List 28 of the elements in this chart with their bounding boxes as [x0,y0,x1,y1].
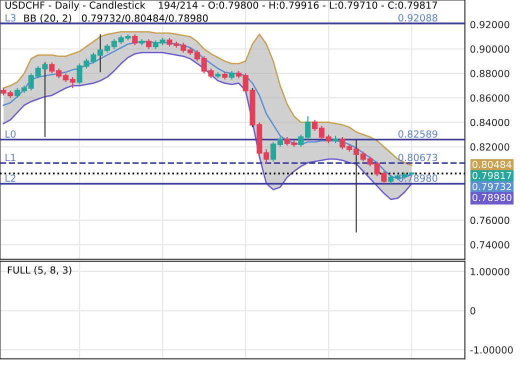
annotation: L2 [6,174,16,182]
annotation: L0 [6,130,16,138]
y-tick-label: 0.90000 [470,45,510,53]
y-tick-label: 0.84000 [470,118,510,126]
y-tick-label: 0.74000 [470,241,510,248]
ref-line-label: 0.80673 [398,154,438,162]
text: 0.79732 [472,182,512,190]
text: 0.80484 [472,160,512,168]
y-tick-label: 0.82000 [470,143,510,151]
text: 0.78980 [472,194,512,202]
candlestick [146,38,152,50]
candlestick [132,34,138,46]
y-tick-label: 0.86000 [470,94,510,102]
chart-title: USDCHF - Daily - Candlestick 194/214 - O:0.79800 - H:0.79916 - L:0.79710 - C:0.79817 [5,1,437,11]
annotation: L3 [6,14,16,22]
ref-line-label: 0.78980 [398,174,438,182]
chart-title: FULL (5, 8, 3) [8,266,72,275]
y-tick-label: -1.00000 [470,346,513,354]
y-tick-label: 0.92000 [470,20,510,28]
y-tick-label: 0 [470,307,476,314]
text: BB (20, 2) 0.79732/0.80484/0.78980 [24,14,208,23]
ref-line-label: 0.92088 [398,14,438,22]
y-tick-label: 0.88000 [470,70,510,78]
ref-line-label: 0.82589 [398,130,438,138]
text: 0.79817 [472,172,512,180]
annotation: L1 [6,154,16,162]
y-tick-label: 1.00000 [470,268,510,276]
y-tick-label: 0.76000 [470,216,510,224]
